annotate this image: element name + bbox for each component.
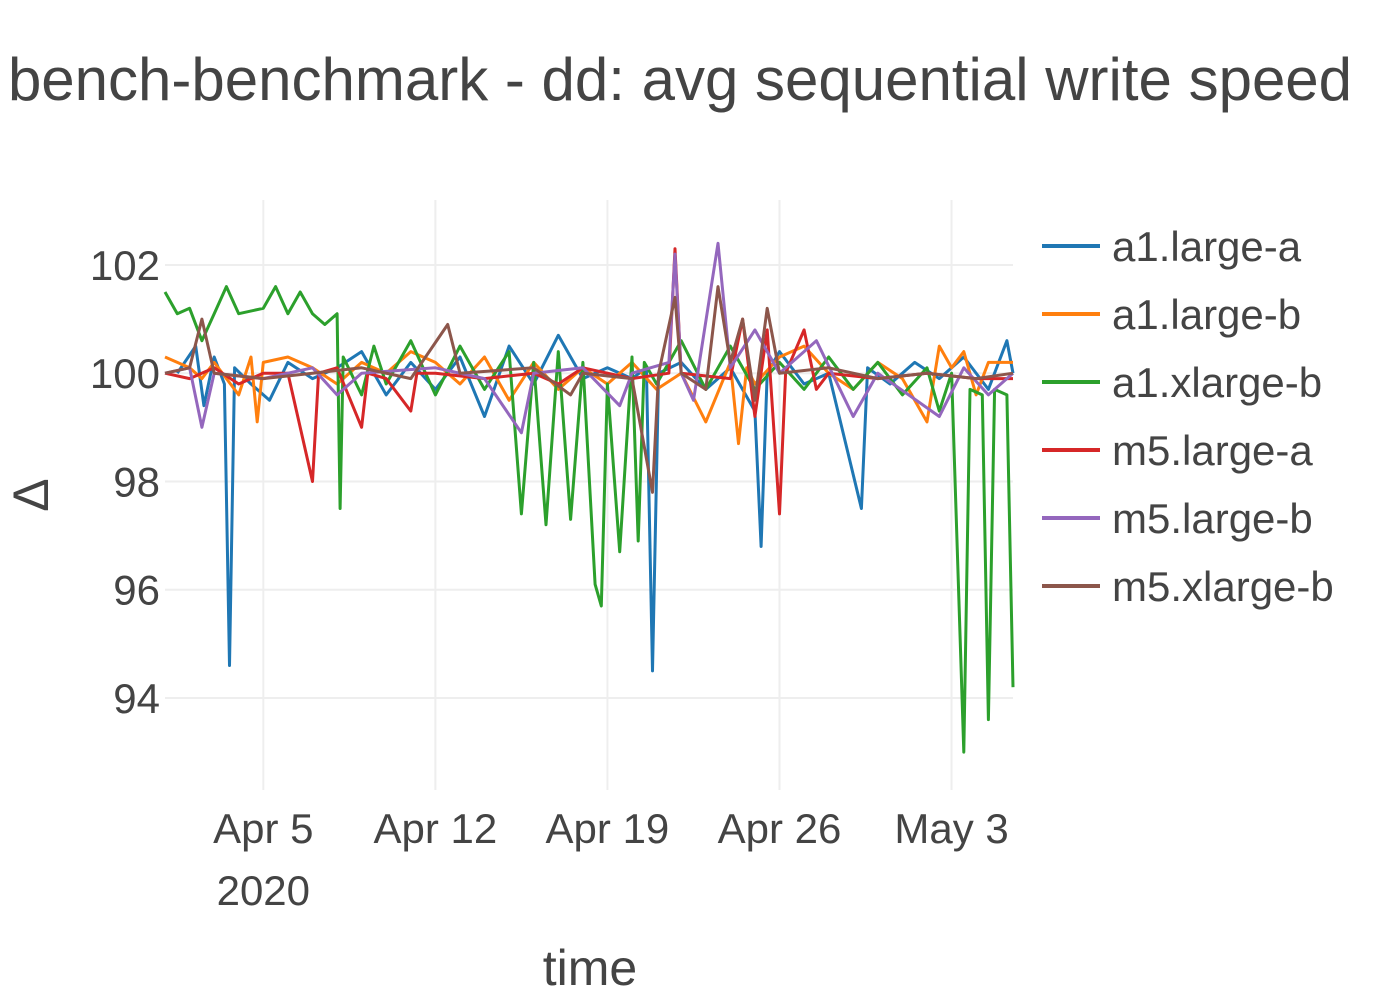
- series-line-m5.large-a[interactable]: [164, 247, 1013, 516]
- y-tick-label: 94: [113, 675, 160, 722]
- series-line-a1.large-a[interactable]: [176, 333, 1015, 673]
- y-tick-label: 98: [113, 458, 160, 505]
- y-axis-title: Δ: [3, 478, 59, 511]
- x-tick-label: Apr 5: [213, 805, 313, 852]
- x-tick-label: Apr 19: [546, 805, 670, 852]
- series-line-a1.xlarge-b[interactable]: [163, 285, 1015, 754]
- legend-label: m5.large-b: [1112, 495, 1313, 542]
- legend: a1.large-a a1.large-b a1.xlarge-b m5.large-…: [1042, 223, 1334, 610]
- legend-label: a1.xlarge-b: [1112, 359, 1322, 406]
- x-tick-label: Apr 26: [718, 805, 842, 852]
- y-tick-label: 96: [113, 567, 160, 614]
- legend-label: a1.large-a: [1112, 223, 1302, 270]
- series-line-m5.large-b[interactable]: [164, 241, 1014, 435]
- x-axis-title: time: [543, 940, 637, 996]
- y-tick-label: 102: [90, 242, 160, 289]
- x-tick-label: May 3: [894, 805, 1008, 852]
- x-tick-label: Apr 12: [374, 805, 498, 852]
- x-axis: Apr 5 2020 Apr 12 Apr 19 Apr 26 May 3: [213, 805, 1009, 914]
- y-axis: 94 96 98 100 102: [90, 242, 160, 722]
- plot-area[interactable]: [163, 241, 1015, 754]
- chart-title: bench-benchmark - dd: avg sequential wri…: [8, 46, 1352, 113]
- y-tick-label: 100: [90, 350, 160, 397]
- series-line-m5.xlarge-b[interactable]: [164, 285, 1014, 494]
- legend-label: a1.large-b: [1112, 291, 1301, 338]
- x-tick-sublabel: 2020: [217, 867, 310, 914]
- legend-label: m5.large-a: [1112, 427, 1313, 474]
- legend-label: m5.xlarge-b: [1112, 563, 1334, 610]
